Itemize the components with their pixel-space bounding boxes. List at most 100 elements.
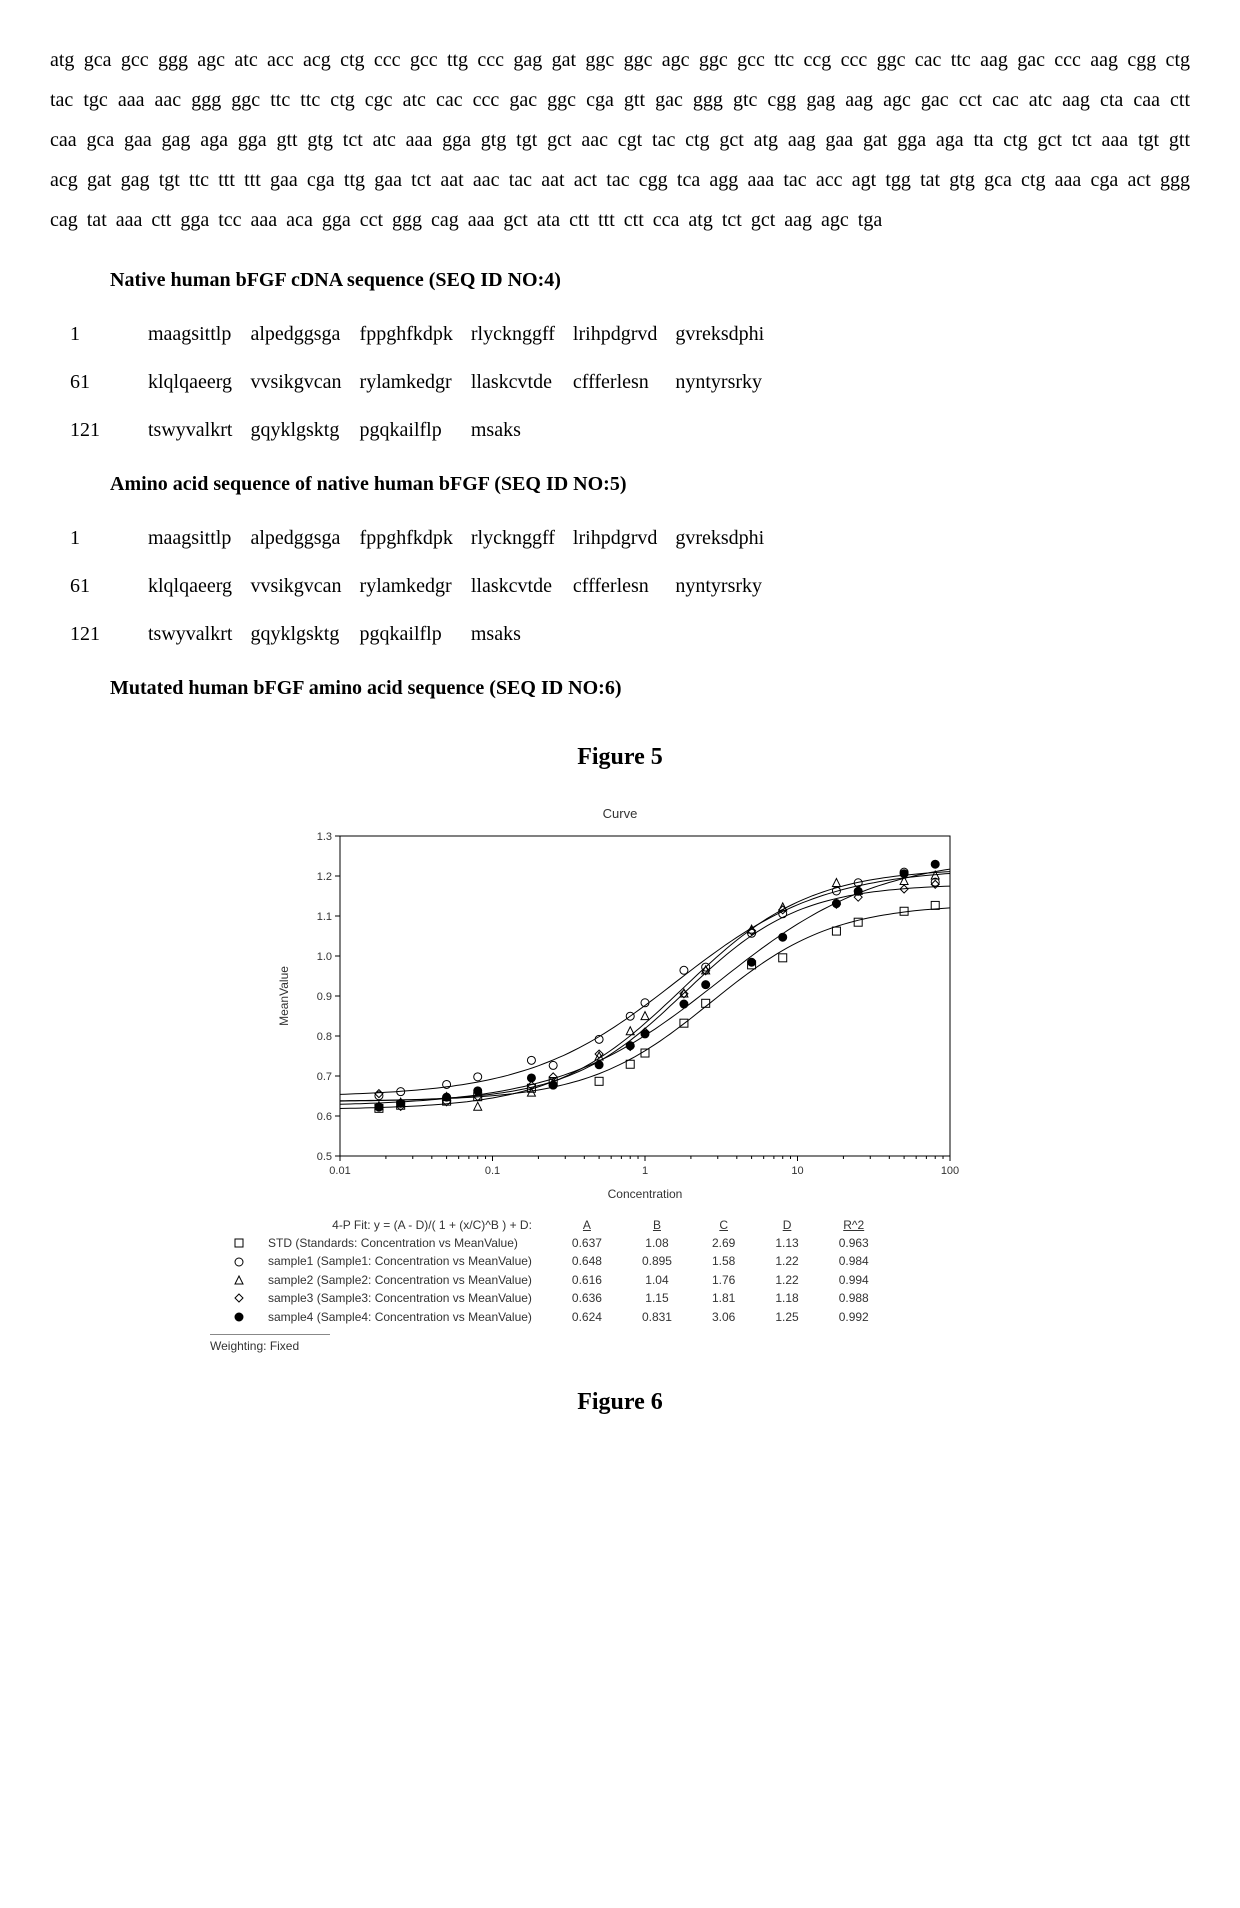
heading-seq6: Mutated human bFGF amino acid sequence (… bbox=[110, 668, 1190, 708]
param-value: 1.76 bbox=[692, 1271, 755, 1289]
aa-block: cffferlesn bbox=[573, 358, 675, 406]
aa-block: gqyklgsktg bbox=[250, 406, 359, 454]
param-value: 1.22 bbox=[755, 1271, 818, 1289]
aa-block: pgqkailflp bbox=[360, 406, 471, 454]
param-value: 0.624 bbox=[552, 1308, 622, 1326]
svg-text:1.0: 1.0 bbox=[317, 951, 332, 963]
param-value: 0.636 bbox=[552, 1289, 622, 1307]
dna-sequence: atg gca gcc ggg agc atc acc acg ctg ccc … bbox=[50, 40, 1190, 240]
param-value: 1.81 bbox=[692, 1289, 755, 1307]
aa-block: pgqkailflp bbox=[360, 610, 471, 658]
aa-block: maagsittlp bbox=[148, 514, 250, 562]
param-value: 0.895 bbox=[622, 1252, 692, 1270]
aa-block: vvsikgvcan bbox=[250, 358, 359, 406]
svg-text:1.2: 1.2 bbox=[317, 871, 332, 883]
svg-text:100: 100 bbox=[941, 1165, 959, 1177]
param-value: 0.994 bbox=[819, 1271, 889, 1289]
aa-block: vvsikgvcan bbox=[250, 562, 359, 610]
aa-block: msaks bbox=[471, 610, 573, 658]
amino-acid-table-seq5: 1maagsittlpalpedggsgafppghfkdpkrlycknggf… bbox=[70, 310, 782, 454]
svg-text:0.7: 0.7 bbox=[317, 1071, 332, 1083]
param-header: R^2 bbox=[819, 1216, 889, 1234]
aa-block: llaskcvtde bbox=[471, 358, 573, 406]
param-value: 0.648 bbox=[552, 1252, 622, 1270]
weighting-note: Weighting: Fixed bbox=[210, 1334, 330, 1353]
param-value: 0.616 bbox=[552, 1271, 622, 1289]
param-header: B bbox=[622, 1216, 692, 1234]
aa-block: fppghfkdpk bbox=[360, 514, 471, 562]
param-value: 0.963 bbox=[819, 1234, 889, 1252]
series-name: sample4 (Sample4: Concentration vs MeanV… bbox=[268, 1308, 552, 1326]
param-value: 0.992 bbox=[819, 1308, 889, 1326]
aa-block: nyntyrsrky bbox=[675, 562, 782, 610]
figure-5-label: Figure 5 bbox=[50, 733, 1190, 781]
legend-marker bbox=[230, 1308, 268, 1326]
aa-block bbox=[573, 610, 675, 658]
series-name: sample1 (Sample1: Concentration vs MeanV… bbox=[268, 1252, 552, 1270]
aa-block: klqlqaeerg bbox=[148, 358, 250, 406]
fit-parameters-table: 4-P Fit: y = (A - D)/( 1 + (x/C)^B ) + D… bbox=[230, 1216, 889, 1326]
aa-block: rlycknggff bbox=[471, 514, 573, 562]
aa-block: tswyvalkrt bbox=[148, 406, 250, 454]
param-value: 1.25 bbox=[755, 1308, 818, 1326]
aa-block: llaskcvtde bbox=[471, 562, 573, 610]
aa-block: nyntyrsrky bbox=[675, 358, 782, 406]
svg-text:0.9: 0.9 bbox=[317, 991, 332, 1003]
aa-block bbox=[675, 610, 782, 658]
param-value: 1.22 bbox=[755, 1252, 818, 1270]
aa-block: alpedggsga bbox=[250, 310, 359, 358]
aa-block: msaks bbox=[471, 406, 573, 454]
aa-block: fppghfkdpk bbox=[360, 310, 471, 358]
param-header: A bbox=[552, 1216, 622, 1234]
aa-block bbox=[675, 406, 782, 454]
fit-formula-label: 4-P Fit: y = (A - D)/( 1 + (x/C)^B ) + D… bbox=[268, 1216, 552, 1234]
aa-block: gqyklgsktg bbox=[250, 610, 359, 658]
aa-position: 121 bbox=[70, 406, 148, 454]
svg-text:1.3: 1.3 bbox=[317, 831, 332, 843]
param-value: 1.58 bbox=[692, 1252, 755, 1270]
series-name: sample3 (Sample3: Concentration vs MeanV… bbox=[268, 1289, 552, 1307]
param-value: 1.13 bbox=[755, 1234, 818, 1252]
param-value: 1.08 bbox=[622, 1234, 692, 1252]
aa-position: 1 bbox=[70, 514, 148, 562]
heading-seq4: Native human bFGF cDNA sequence (SEQ ID … bbox=[110, 260, 1190, 300]
amino-acid-table-seq6: 1maagsittlpalpedggsgafppghfkdpkrlycknggf… bbox=[70, 514, 782, 658]
aa-block: klqlqaeerg bbox=[148, 562, 250, 610]
aa-block: lrihpdgrvd bbox=[573, 310, 675, 358]
aa-block: lrihpdgrvd bbox=[573, 514, 675, 562]
svg-text:0.01: 0.01 bbox=[329, 1165, 350, 1177]
param-value: 3.06 bbox=[692, 1308, 755, 1326]
svg-text:10: 10 bbox=[791, 1165, 803, 1177]
aa-position: 1 bbox=[70, 310, 148, 358]
legend-marker bbox=[230, 1289, 268, 1307]
svg-text:1: 1 bbox=[642, 1165, 648, 1177]
param-value: 1.18 bbox=[755, 1289, 818, 1307]
param-value: 1.04 bbox=[622, 1271, 692, 1289]
legend-marker bbox=[230, 1234, 268, 1252]
aa-block bbox=[573, 406, 675, 454]
svg-text:0.5: 0.5 bbox=[317, 1151, 332, 1163]
aa-block: tswyvalkrt bbox=[148, 610, 250, 658]
svg-text:Concentration: Concentration bbox=[608, 1187, 683, 1201]
param-header: C bbox=[692, 1216, 755, 1234]
series-name: STD (Standards: Concentration vs MeanVal… bbox=[268, 1234, 552, 1252]
aa-position: 61 bbox=[70, 358, 148, 406]
legend-marker bbox=[230, 1252, 268, 1270]
aa-block: gvreksdphi bbox=[675, 310, 782, 358]
aa-block: maagsittlp bbox=[148, 310, 250, 358]
param-value: 0.984 bbox=[819, 1252, 889, 1270]
param-value: 0.988 bbox=[819, 1289, 889, 1307]
param-value: 1.15 bbox=[622, 1289, 692, 1307]
series-name: sample2 (Sample2: Concentration vs MeanV… bbox=[268, 1271, 552, 1289]
svg-text:MeanValue: MeanValue bbox=[277, 965, 291, 1025]
aa-block: rlycknggff bbox=[471, 310, 573, 358]
legend-marker bbox=[230, 1271, 268, 1289]
param-value: 0.831 bbox=[622, 1308, 692, 1326]
aa-block: gvreksdphi bbox=[675, 514, 782, 562]
heading-seq5: Amino acid sequence of native human bFGF… bbox=[110, 464, 1190, 504]
aa-position: 121 bbox=[70, 610, 148, 658]
curve-chart-container: Curve 0.50.60.70.80.91.01.11.21.30.010.1… bbox=[210, 806, 1030, 1353]
chart-title: Curve bbox=[210, 806, 1030, 822]
aa-block: cffferlesn bbox=[573, 562, 675, 610]
param-value: 0.637 bbox=[552, 1234, 622, 1252]
